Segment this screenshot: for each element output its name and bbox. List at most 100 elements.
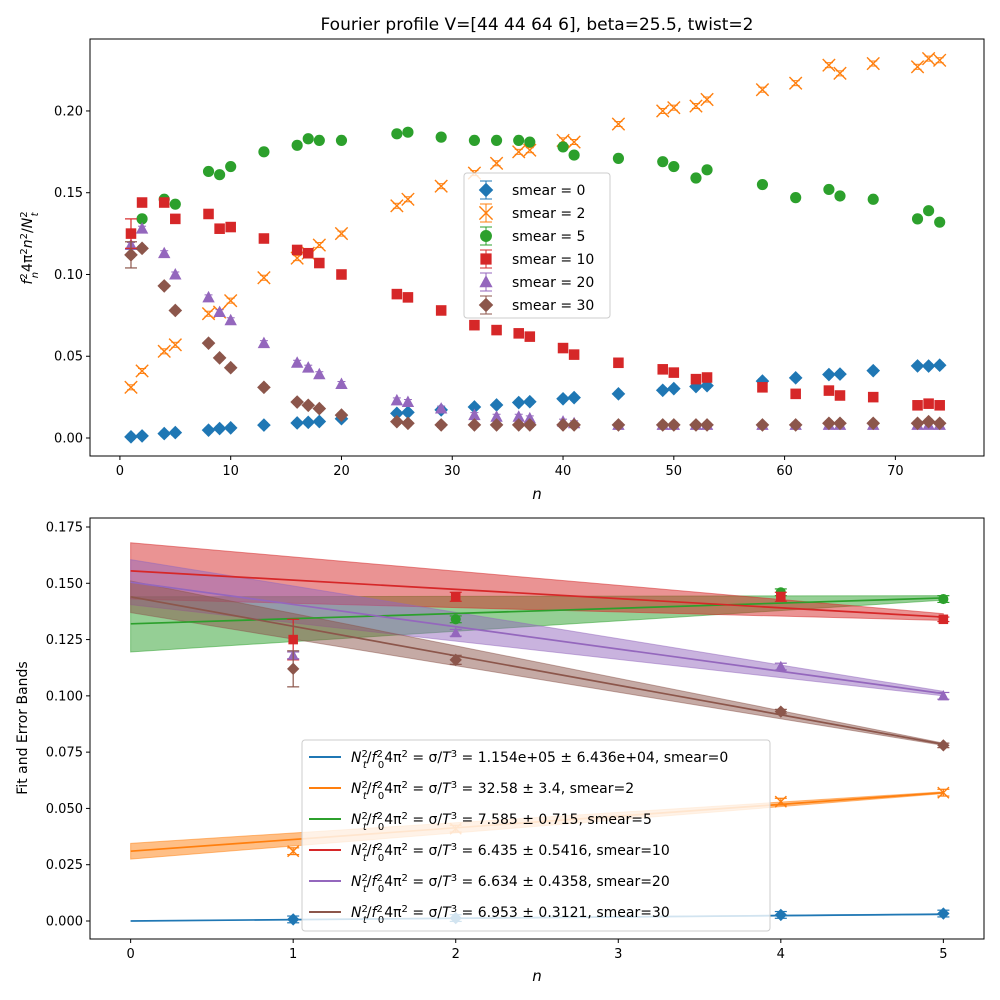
data-point <box>611 387 626 401</box>
bottom-plot-panel: 0 1 2 3 4 5 0.000 0.025 0.050 0.075 0.100 0.125 0.15… <box>15 517 985 985</box>
data-point <box>401 395 415 407</box>
data-point <box>257 271 271 285</box>
data-point <box>434 418 448 432</box>
data-point <box>667 100 681 115</box>
data-point <box>690 172 702 184</box>
data-point <box>302 133 314 145</box>
data-point <box>336 269 347 280</box>
data-point <box>157 344 171 359</box>
data-point <box>788 76 803 90</box>
data-point <box>157 426 172 441</box>
bottom-xtick-label: 3 <box>614 947 622 962</box>
data-point <box>511 395 526 410</box>
bottom-ytick-label: 0.000 <box>46 914 83 929</box>
legend-entry: N2 t/f2 04π2 = σ/T3 = 6.953 ± 0.3121, smea… <box>309 904 670 926</box>
data-point <box>613 357 624 369</box>
data-point <box>923 205 935 217</box>
data-point <box>937 786 950 799</box>
data-point <box>822 367 836 382</box>
top-plot-frame <box>89 38 985 457</box>
top-plot-legend: smear = 0 smear = 2 smear = 5 smear = 10 sme… <box>463 172 611 319</box>
data-point <box>774 908 787 922</box>
data-point <box>312 414 327 429</box>
legend-entry: N2 t/f2 04π2 = σ/T3 = 6.634 ± 0.4358, smea… <box>309 873 670 895</box>
top-xtick-label: 40 <box>555 464 572 479</box>
data-point <box>135 364 149 378</box>
data-point <box>866 363 881 378</box>
data-point <box>202 165 215 178</box>
data-point <box>258 233 270 244</box>
fit-line <box>130 597 944 625</box>
data-point <box>391 128 403 140</box>
series-smear-0 <box>124 358 947 444</box>
bottom-xtick-label: 5 <box>939 947 947 962</box>
top-plot-panel: Fourier profile V=[44 44 64 6], beta=25.… <box>19 15 985 503</box>
data-point <box>302 247 314 259</box>
legend-entry: smear = 10 <box>480 249 594 269</box>
data-point <box>257 418 271 432</box>
data-point <box>287 845 300 858</box>
data-point <box>666 381 681 396</box>
top-ytick-label: 0.10 <box>54 268 83 283</box>
data-point <box>833 367 847 381</box>
data-point <box>334 408 349 422</box>
data-point <box>655 418 670 432</box>
data-point <box>866 416 881 431</box>
legend-label: N2 t/f2 04π2 = σ/T3 = 1.154e+05 ± 6.436e+0… <box>351 749 728 771</box>
top-xtick-label: 0 <box>116 464 124 479</box>
data-point <box>169 267 182 280</box>
data-point <box>938 614 949 625</box>
data-point <box>611 418 626 432</box>
data-point <box>655 383 670 398</box>
data-point <box>290 395 304 409</box>
top-xtick-label: 70 <box>887 464 904 479</box>
data-point <box>788 418 803 432</box>
data-point <box>556 391 570 406</box>
data-point <box>390 414 404 429</box>
data-point <box>567 418 581 432</box>
data-point <box>867 193 879 205</box>
data-point <box>301 415 316 430</box>
data-point <box>201 307 216 321</box>
data-point <box>435 305 447 316</box>
data-point <box>923 398 934 409</box>
data-point <box>701 164 713 176</box>
data-point <box>523 143 537 157</box>
data-point <box>522 394 537 409</box>
data-point <box>833 416 847 431</box>
data-point <box>866 56 880 71</box>
bottom-xtick-label: 1 <box>289 947 297 962</box>
data-point <box>524 331 536 342</box>
data-point <box>513 134 525 146</box>
data-point <box>834 190 846 202</box>
data-point <box>314 257 325 269</box>
data-point <box>435 131 447 143</box>
data-point <box>158 197 170 208</box>
data-point <box>225 160 237 173</box>
data-point <box>938 594 949 605</box>
data-point <box>390 393 404 406</box>
data-point <box>790 192 802 204</box>
data-point <box>910 359 925 373</box>
top-plot-title: Fourier profile V=[44 44 64 6], beta=25.… <box>321 15 754 35</box>
fit-line <box>130 595 944 746</box>
data-point <box>774 705 787 718</box>
legend-entry: N2 t/f2 04π2 = σ/T3 = 7.585 ± 0.715, smear… <box>309 811 652 833</box>
data-point <box>823 183 835 196</box>
data-point <box>910 60 925 74</box>
data-point <box>489 156 504 170</box>
data-point <box>450 626 462 638</box>
bottom-ytick-label: 0.150 <box>46 577 83 592</box>
legend-marker <box>480 253 492 265</box>
bottom-ytick-label: 0.125 <box>46 633 83 648</box>
data-point <box>834 390 846 401</box>
data-point <box>523 411 536 424</box>
data-point <box>135 241 149 256</box>
fit-series-smear-10 <box>130 570 950 661</box>
data-point <box>214 223 225 234</box>
series-smear-5 <box>136 126 946 228</box>
data-point <box>287 913 300 926</box>
data-point <box>302 361 315 373</box>
data-point <box>223 293 238 308</box>
data-point <box>468 134 480 146</box>
